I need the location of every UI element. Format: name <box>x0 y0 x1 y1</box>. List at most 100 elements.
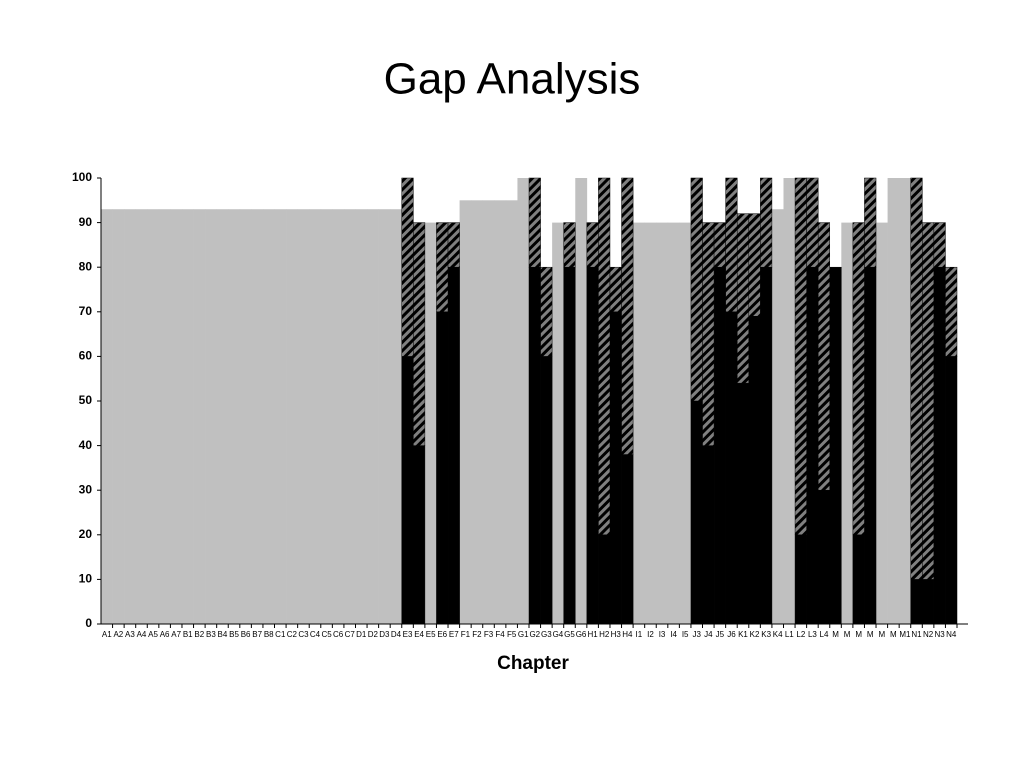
background-bar <box>575 178 588 624</box>
y-tick-label: 0 <box>85 616 92 630</box>
x-tick-label: N2 <box>923 630 934 639</box>
background-bar <box>899 178 912 624</box>
x-tick-label: M <box>855 630 862 639</box>
gap-bar <box>702 222 715 446</box>
x-tick-label: I2 <box>647 630 654 639</box>
x-tick-label: C6 <box>333 630 344 639</box>
background-bar <box>286 209 298 624</box>
x-tick-label: K4 <box>773 630 783 639</box>
gap-bar <box>621 177 634 455</box>
x-tick-label: N4 <box>946 630 957 639</box>
x-tick-label: N3 <box>935 630 946 639</box>
x-tick-label: G5 <box>564 630 575 639</box>
x-tick-label: H4 <box>622 630 633 639</box>
background-bar <box>841 222 854 624</box>
background-bar <box>274 209 287 624</box>
background-bar <box>633 222 645 624</box>
y-tick-label: 30 <box>79 482 93 496</box>
gap-bar <box>864 177 877 268</box>
chart-title: Gap Analysis <box>384 55 641 104</box>
bar <box>713 266 726 625</box>
gap-bar <box>690 177 703 402</box>
background-bar <box>170 209 183 624</box>
gap-bar <box>528 177 541 268</box>
background-bar <box>147 209 160 624</box>
x-tick-label: B6 <box>241 630 251 639</box>
x-tick-label: C4 <box>310 630 321 639</box>
x-tick-label: A4 <box>137 630 147 639</box>
gap-bar <box>586 222 599 268</box>
background-bar <box>320 209 333 624</box>
bar <box>540 356 553 625</box>
background-bar <box>309 209 322 624</box>
gap-bar <box>852 222 865 536</box>
background-bar <box>355 209 368 624</box>
x-tick-label: G4 <box>553 630 564 639</box>
gap-bar <box>609 266 622 313</box>
background-bar <box>297 209 310 624</box>
gap-bar <box>725 177 738 313</box>
gap-bar <box>910 177 923 580</box>
y-tick-label: 60 <box>79 349 93 363</box>
x-tick-label: F4 <box>495 630 505 639</box>
bar <box>794 534 807 625</box>
bar <box>852 534 865 625</box>
gap-bar <box>760 177 773 268</box>
x-tick-label: A1 <box>102 630 112 639</box>
x-tick-label: B4 <box>218 630 228 639</box>
background-bar <box>216 209 229 624</box>
background-bar <box>378 209 391 624</box>
gap-bar <box>922 222 935 580</box>
x-tick-label: I1 <box>636 630 643 639</box>
x-tick-label: C5 <box>321 630 332 639</box>
background-bar <box>783 178 796 624</box>
x-tick-label: L1 <box>785 630 794 639</box>
bar <box>528 266 541 625</box>
x-tick-label: B8 <box>264 630 274 639</box>
x-tick-label: B7 <box>252 630 262 639</box>
x-tick-label: B3 <box>206 630 216 639</box>
background-bar <box>332 209 345 624</box>
bar <box>945 356 958 625</box>
background-bar <box>644 222 657 624</box>
x-tick-label: M <box>890 630 897 639</box>
background-bar <box>679 222 692 624</box>
background-bar <box>193 209 206 624</box>
gap-bar <box>540 266 553 357</box>
background-bar <box>239 209 252 624</box>
x-tick-label: B5 <box>229 630 239 639</box>
x-tick-label: I5 <box>682 630 689 639</box>
x-tick-label: J3 <box>693 630 702 639</box>
bar <box>447 266 460 625</box>
x-tick-label: H1 <box>588 630 599 639</box>
bar <box>760 266 773 625</box>
background-bar <box>887 178 900 624</box>
x-tick-label: C1 <box>275 630 286 639</box>
x-tick-label: F5 <box>507 630 517 639</box>
gap-bar <box>598 177 611 536</box>
gap-bar <box>447 222 460 268</box>
y-tick-label: 80 <box>79 259 93 273</box>
x-tick-label: J4 <box>704 630 713 639</box>
bar <box>436 311 449 625</box>
bar <box>806 266 819 625</box>
bar <box>725 311 738 625</box>
background-bar <box>390 209 403 624</box>
y-tick-label: 90 <box>79 215 93 229</box>
bar <box>910 579 923 625</box>
background-bar <box>158 209 171 624</box>
bar <box>690 400 703 625</box>
x-tick-label: A3 <box>125 630 135 639</box>
x-tick-label: D2 <box>368 630 379 639</box>
x-tick-label: D4 <box>391 630 402 639</box>
bar <box>598 534 611 625</box>
x-tick-label: E4 <box>414 630 424 639</box>
x-tick-label: K3 <box>761 630 771 639</box>
x-axis-label: Chapter <box>497 653 569 674</box>
gap-bar <box>401 177 414 357</box>
bar <box>817 489 831 625</box>
x-tick-label: B1 <box>183 630 193 639</box>
x-tick-label: C7 <box>345 630 356 639</box>
x-tick-label: L3 <box>808 630 817 639</box>
x-tick-label: M <box>867 630 874 639</box>
